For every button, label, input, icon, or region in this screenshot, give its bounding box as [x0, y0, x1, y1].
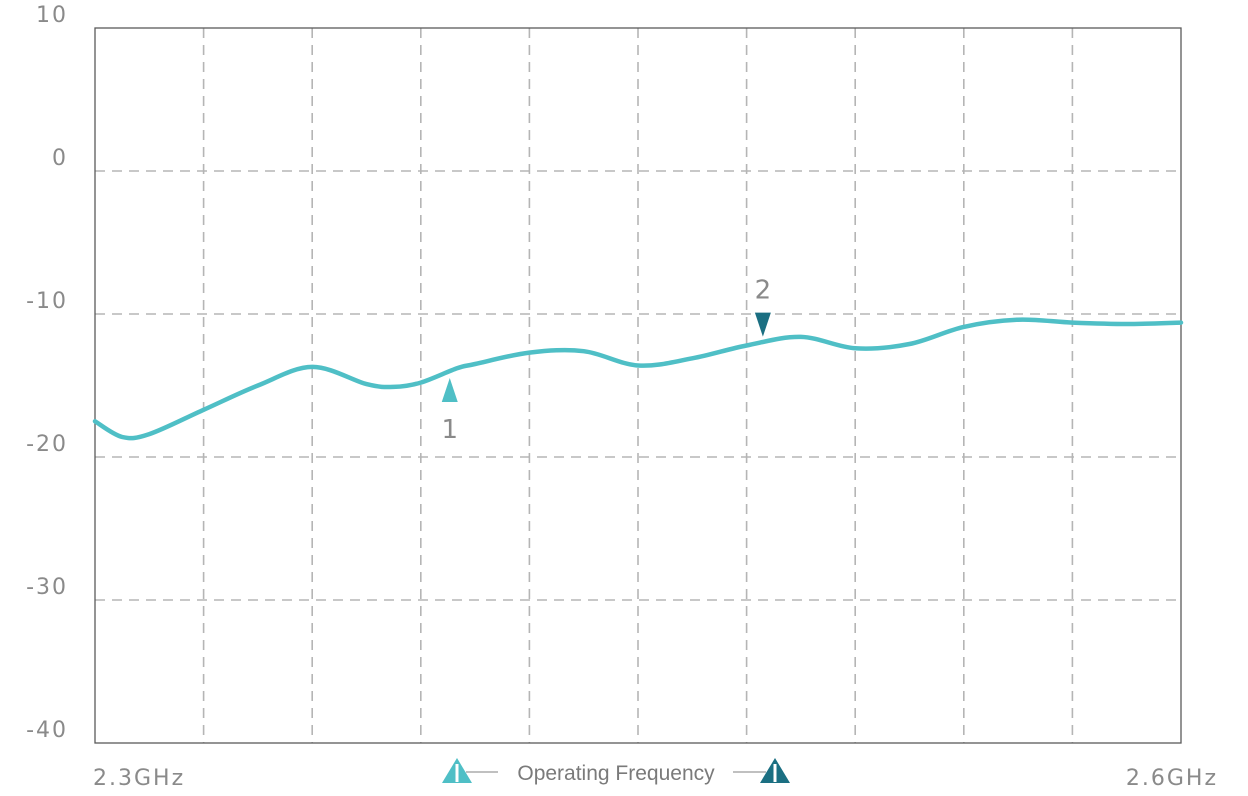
marker-1: 1 — [441, 378, 458, 445]
x-tick-label: 2.3GHz — [93, 766, 185, 791]
grid — [95, 28, 1181, 743]
marker-triangle — [441, 378, 458, 403]
y-tick-label: -40 — [26, 718, 68, 743]
markers: 12 — [441, 276, 771, 445]
x-tick-label: 2.6GHz — [1126, 766, 1218, 791]
legend-label: Operating Frequency — [517, 762, 715, 785]
y-tick-label: -30 — [26, 575, 68, 600]
bar-shape — [773, 764, 777, 782]
legend: Operating Frequency — [442, 758, 790, 785]
marker-label: 1 — [441, 415, 458, 445]
marker-2: 2 — [754, 276, 772, 337]
y-tick-label: -10 — [26, 289, 68, 314]
y-tick-label: -20 — [26, 432, 68, 457]
x-axis-ticks: 2.3GHz 2.6GHz — [93, 766, 1218, 791]
marker-triangle — [754, 312, 771, 337]
bar-shape — [455, 764, 459, 782]
y-tick-label: 0 — [52, 146, 68, 171]
plot-frame — [94, 27, 1182, 744]
y-tick-label: 10 — [36, 3, 68, 28]
series-line — [92, 317, 1184, 441]
triangle-with-bar-icon — [760, 758, 790, 783]
triangle-with-bar-icon — [442, 758, 472, 783]
marker-label: 2 — [755, 276, 772, 306]
y-axis-ticks: 10 0 -10 -20 -30 -40 — [26, 3, 68, 743]
